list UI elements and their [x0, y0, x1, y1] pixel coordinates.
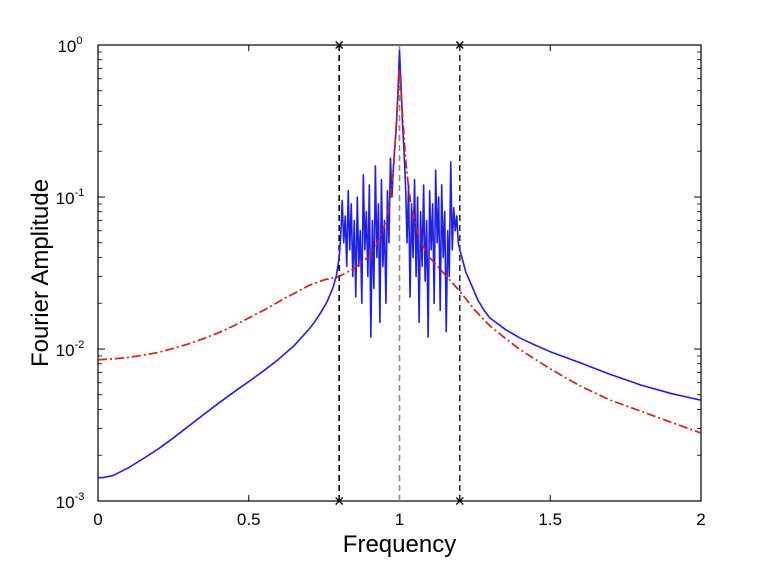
y-tick-label: 10-1 [56, 187, 85, 208]
plot-frame [97, 44, 702, 502]
series-line-dashdot-red [97, 67, 702, 434]
y-tick-exponent: -1 [75, 187, 85, 199]
y-tick-exponent: 0 [76, 35, 82, 47]
y-tick-label: 10-3 [56, 491, 85, 512]
data-series [97, 49, 702, 479]
x-tick-label: 0.5 [237, 510, 261, 529]
series-line-solid-blue [97, 49, 702, 479]
x-tick-label: 1 [395, 510, 404, 529]
x-marker [455, 497, 464, 505]
x-marker [335, 41, 344, 49]
y-tick-base: 10 [56, 493, 75, 512]
x-tick-label: 1.5 [538, 510, 562, 529]
x-axis-title: Frequency [343, 531, 456, 558]
x-tick-label: 0 [93, 510, 102, 529]
y-axis-title: Fourier Amplitude [27, 179, 54, 367]
reference-lines [335, 41, 464, 505]
y-tick-base: 10 [56, 189, 75, 208]
y-tick-exponent: -3 [75, 491, 85, 503]
y-tick-base: 10 [56, 341, 75, 360]
y-tick-exponent: -2 [75, 339, 85, 351]
x-marker [335, 497, 344, 505]
y-tick-label: 10-2 [56, 339, 85, 360]
x-tick-label: 2 [696, 510, 705, 529]
x-marker [455, 41, 464, 49]
x-axis-ticks: 0 0.5 1 1.5 2 [93, 45, 706, 529]
y-tick-base: 10 [57, 37, 76, 56]
y-tick-label: 100 [57, 35, 82, 56]
